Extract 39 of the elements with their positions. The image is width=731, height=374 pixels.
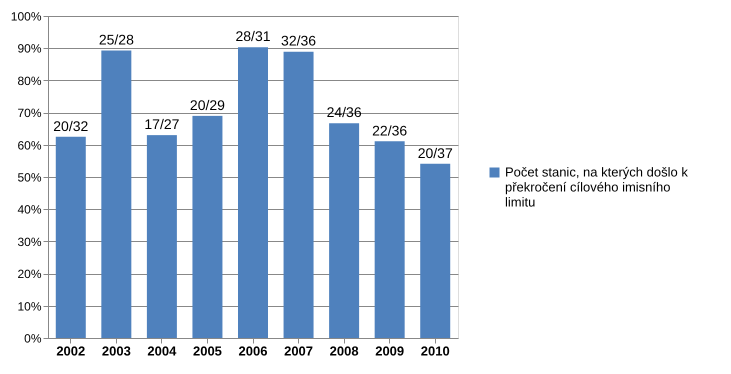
legend-label: Počet stanic, na kterých došlo k překročení cílového imisního limitu	[505, 164, 688, 210]
y-tick-label: 100%	[10, 10, 42, 24]
x-tick-label: 2005	[192, 344, 222, 358]
x-tick-label: 2002	[56, 344, 86, 358]
y-tick-label: 60%	[17, 138, 42, 152]
x-tick-label: 2007	[284, 344, 314, 358]
data-label: 25/28	[98, 31, 134, 48]
data-label: 20/37	[418, 144, 453, 161]
bar	[146, 135, 177, 338]
x-tick-label: 2003	[102, 344, 131, 358]
data-label: 20/29	[190, 96, 226, 113]
x-tick-label: 2010	[420, 344, 450, 358]
y-tick-label: 70%	[17, 106, 42, 120]
bar	[192, 116, 222, 338]
bar	[101, 50, 132, 338]
data-label: 32/36	[281, 32, 316, 49]
data-label: 17/27	[144, 116, 180, 132]
x-tick-label: 2009	[375, 344, 404, 358]
data-label: 22/36	[372, 122, 408, 138]
y-tick-label: 40%	[17, 202, 42, 217]
bar	[420, 164, 450, 338]
y-tick-label: 30%	[17, 234, 42, 249]
y-tick-label: 10%	[17, 299, 42, 314]
y-tick-label: 20%	[17, 267, 42, 282]
data-label: 28/31	[235, 28, 271, 44]
y-tick-label: 90%	[17, 42, 42, 56]
x-tick-label: 2004	[147, 344, 178, 358]
data-label: 20/32	[53, 118, 88, 134]
x-tick-label: 2008	[330, 344, 359, 358]
y-tick-label: 50%	[17, 170, 42, 184]
data-label: 24/36	[326, 104, 362, 120]
x-tick-label: 2006	[238, 344, 268, 358]
bar	[238, 47, 268, 338]
bar	[284, 52, 314, 338]
y-tick-label: 0%	[24, 332, 42, 346]
bar	[374, 141, 405, 338]
bar	[56, 136, 86, 338]
bar	[329, 123, 360, 338]
y-tick-label: 80%	[17, 74, 42, 88]
